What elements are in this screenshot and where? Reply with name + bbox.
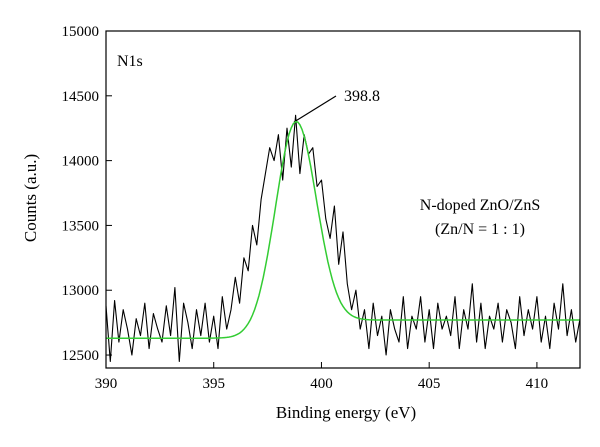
y-tick-label: 15000 <box>62 24 100 40</box>
peak-label: 398.8 <box>344 88 380 105</box>
measured-spectrum-line <box>105 114 581 363</box>
x-tick-label: 405 <box>418 376 441 392</box>
y-ticks: 12500 13000 13500 14000 14500 15000 <box>62 24 112 364</box>
panel-label: N1s <box>117 53 143 70</box>
y-tick-label: 14500 <box>62 89 100 105</box>
x-tick-label: 395 <box>202 376 225 392</box>
peak-leader-line <box>293 95 337 123</box>
x-ticks: 390 395 400 405 410 <box>95 362 548 392</box>
y-tick-label: 13500 <box>62 218 100 234</box>
y-tick-label: 12500 <box>62 348 100 364</box>
x-tick-label: 390 <box>95 376 118 392</box>
y-tick-label: 13000 <box>62 283 100 299</box>
x-tick-label: 410 <box>526 376 549 392</box>
x-axis-label: Binding energy (eV) <box>276 403 416 422</box>
plot-frame <box>105 30 581 369</box>
x-tick-label: 400 <box>310 376 333 392</box>
sample-label-line1: N-doped ZnO/ZnS <box>420 197 540 214</box>
y-axis-label: Counts (a.u.) <box>21 154 40 242</box>
fitted-peak-line <box>106 120 580 339</box>
sample-label-line2: (Zn/N = 1 : 1) <box>435 221 525 238</box>
y-tick-label: 14000 <box>62 154 100 170</box>
